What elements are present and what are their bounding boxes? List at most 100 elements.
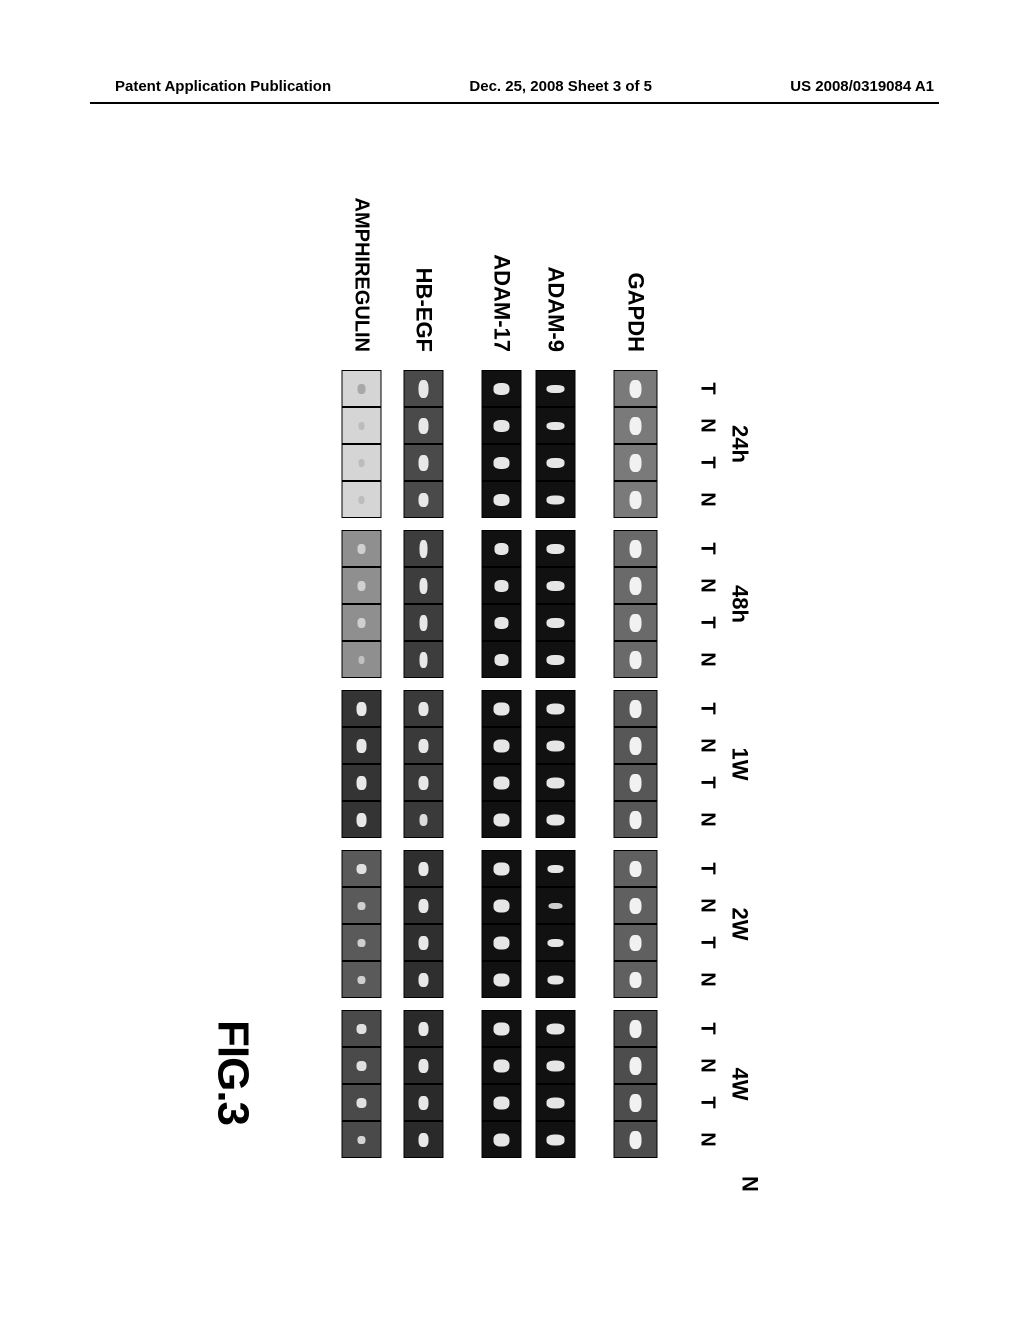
gel-band [358,939,366,947]
timepoint-label: 2W [727,850,753,998]
gel-lane [482,1010,522,1047]
gel-band [630,972,642,988]
gel-row-label: AMPHIREGULIN [350,190,373,370]
gel-band [494,702,510,715]
gel-lane [536,961,576,998]
gel-lane [342,1010,382,1047]
gel-band [494,776,510,789]
gel-band [419,936,429,950]
gel-lane [536,530,576,567]
gel-lane [482,887,522,924]
gel-band [357,1061,367,1071]
gel-band [547,458,565,468]
gel-band [547,655,565,665]
gel-lane [536,641,576,678]
gel-lane [342,407,382,444]
gel-lane [404,444,444,481]
figure-3: 24h48h1W2W4WTNTNTNTNTNTNTNTNTNTNNGAPDHAD… [272,190,753,1210]
treatment-label: T [696,690,719,727]
gel-band [419,973,429,987]
gel-lane [614,924,658,961]
gel-band [359,496,365,504]
gel-lane-group [404,850,444,998]
gel-band [548,865,564,873]
treatment-label: N [696,1047,719,1084]
gel-band [494,1096,510,1109]
gel-lanes [342,370,382,1170]
gel-lane [342,641,382,678]
gel-lane [482,1121,522,1158]
gel-band [630,700,642,718]
gel-band [547,422,565,430]
gel-band [547,703,565,714]
gel-lane [536,370,576,407]
gel-band [419,418,429,434]
gel-lane [482,690,522,727]
gel-lane [614,407,658,444]
gel-band [630,417,642,435]
gel-lane-group [536,530,576,678]
gel-band [630,614,642,632]
gel-lane [482,801,522,838]
gel-lane [342,850,382,887]
gel-lane [536,407,576,444]
gel-lane [482,530,522,567]
gel-lane [404,530,444,567]
gel-lane [404,924,444,961]
gel-lane [404,604,444,641]
header-rule [90,102,939,104]
page-header: Patent Application Publication Dec. 25, … [0,78,1024,95]
gel-lane-group [404,530,444,678]
gel-band [494,739,510,752]
gel-lane [482,604,522,641]
gel-lane [342,530,382,567]
gel-lane [536,1084,576,1121]
gel-band [547,1097,565,1108]
gel-lane [536,444,576,481]
gel-lane [614,801,658,838]
gel-band [419,380,429,398]
gel-lane [342,961,382,998]
treatment-label: T [696,764,719,801]
gel-band [357,813,367,827]
gel-lane [614,481,658,518]
gel-band [547,1023,565,1034]
gel-lane [614,727,658,764]
gel-lane [482,444,522,481]
gel-band [419,702,429,716]
timepoint-label: 1W [727,690,753,838]
gel-lane [536,924,576,961]
gel-lane-group [536,1010,576,1158]
gel-lane [404,801,444,838]
gel-lane [482,727,522,764]
gel-band [420,814,428,826]
treatment-label: N [696,481,719,518]
gel-lane-group [342,530,382,678]
gel-band [547,618,565,628]
gel-band [494,1022,510,1035]
gel-band [630,1094,642,1112]
header-left: Patent Application Publication [115,78,331,95]
gel-lane [342,690,382,727]
gel-lane [404,850,444,887]
treatment-label: N [696,801,719,838]
gel-band [494,813,510,826]
gel-band [358,618,366,628]
gel-row-label: ADAM-17 [489,190,515,370]
gel-band [630,577,642,595]
treatment-label: T [696,370,719,407]
gel-band [495,654,509,666]
gel-lane [536,727,576,764]
gel-band [419,862,429,876]
gel-lane [536,690,576,727]
gel-band [630,651,642,669]
gel-band [547,544,565,554]
gel-band [494,1059,510,1072]
treatment-header-row: TNTNTNTNTNTNTNTNTNTN [696,370,719,1210]
treatment-label: T [696,444,719,481]
gel-band [359,656,365,664]
gel-lane [614,764,658,801]
treatment-label: N [696,727,719,764]
gel-lane [404,690,444,727]
gel-lane [614,1084,658,1121]
